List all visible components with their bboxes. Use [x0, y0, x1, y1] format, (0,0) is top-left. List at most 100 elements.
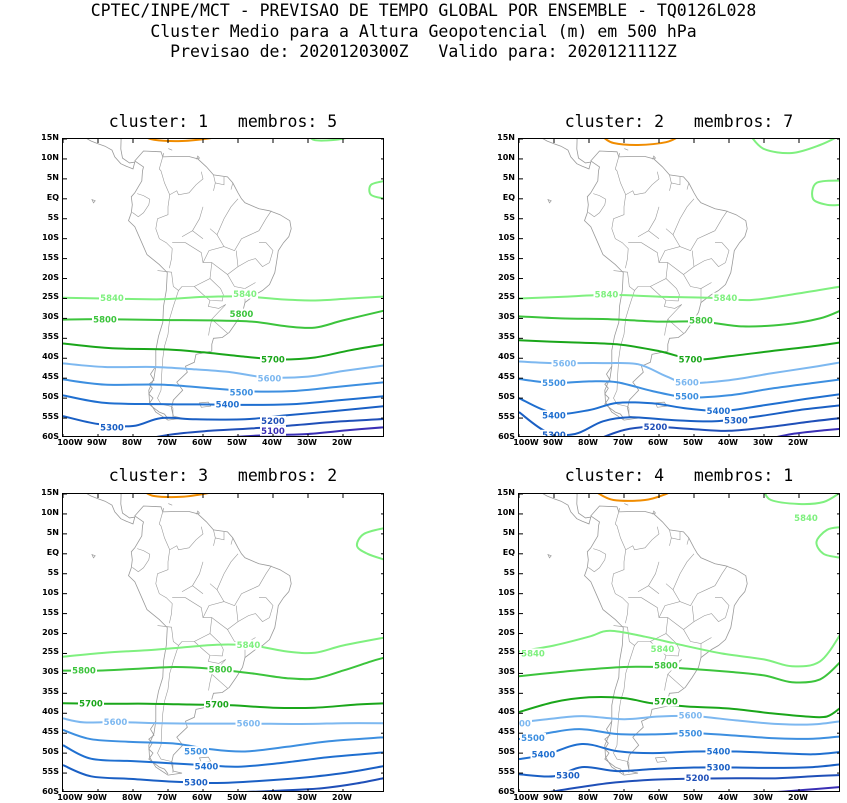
- latitude-tick-label: EQ: [502, 192, 515, 202]
- contour-label: 5840: [714, 294, 738, 304]
- central-america-coastline: [542, 139, 592, 170]
- contour-label-background: [677, 710, 704, 721]
- map-panel: 5840 5840 5800 5700 5600 5600 5500 5500 5400 5400…: [518, 138, 840, 437]
- latitude-tick-label: 10N: [41, 152, 59, 162]
- country-border: [665, 228, 681, 247]
- longitude-tick-label: 40W: [718, 438, 738, 447]
- country-border: [667, 617, 712, 644]
- contour-label: 5400: [707, 747, 731, 757]
- geopotential-map: 5840 5840 5800 5800 5700 5600 5500 5400 5300 5200…: [63, 139, 383, 436]
- country-border: [158, 507, 170, 550]
- contour-line: [146, 494, 209, 499]
- contour-label: 5300: [724, 416, 748, 426]
- contour-label-background: [653, 660, 679, 671]
- country-border: [650, 278, 680, 302]
- longitude-tick-label: 100W: [57, 793, 83, 802]
- island-coastline: [624, 148, 629, 151]
- contour-label-background: [519, 718, 532, 729]
- country-border: [209, 583, 225, 602]
- patagonia-coastline: [604, 720, 625, 775]
- latitude-tick-label: 5S: [503, 567, 515, 577]
- contour-label-background: [674, 377, 700, 388]
- contour-label: 5300: [100, 423, 124, 433]
- longitude-tick-label: 60W: [648, 793, 668, 802]
- contour-label-background: [183, 746, 209, 757]
- latitude-tick-label: 30S: [42, 667, 59, 677]
- longitude-tick-label: 30W: [297, 793, 317, 802]
- latitude-tick-label: 35S: [498, 687, 515, 697]
- latitude-tick-label: 10N: [497, 507, 515, 517]
- country-border: [158, 152, 170, 195]
- contour-label-background: [674, 391, 700, 402]
- country-border: [178, 286, 195, 291]
- contour-line: [519, 393, 839, 415]
- patagonia-coastline: [148, 365, 169, 420]
- central-america-coastline: [86, 494, 136, 525]
- latitude-tick-label: 30S: [498, 667, 515, 677]
- country-border: [235, 250, 239, 267]
- contour-label-background: [684, 772, 711, 783]
- contour-label-background: [183, 777, 209, 788]
- contour-line: [811, 179, 839, 207]
- contour-label: 5840: [100, 294, 124, 304]
- contour-label: 5700: [205, 701, 229, 711]
- country-border: [258, 565, 272, 586]
- country-border: [227, 613, 270, 630]
- country-border: [171, 406, 174, 418]
- latitude-tick-label: 60S: [498, 432, 515, 441]
- country-border: [194, 278, 224, 302]
- contour-line: [63, 636, 383, 658]
- country-border: [132, 554, 151, 573]
- latitude-tick-label: 25S: [42, 647, 59, 657]
- central-america-coastline: [542, 494, 592, 525]
- latitude-tick-label: 25S: [498, 292, 515, 302]
- contour-label: 5300: [542, 431, 566, 437]
- latitude-tick-label: 5S: [47, 567, 59, 577]
- latitude-tick-label: 60S: [42, 787, 59, 796]
- country-border: [259, 597, 274, 618]
- latitude-tick-label: 5N: [502, 172, 515, 182]
- map-panel: 5840 5800 5800 5700 5700 5600 5600 5500 5400 5300: [62, 493, 384, 792]
- country-border: [691, 250, 695, 267]
- country-border: [192, 206, 204, 231]
- contour-line: [519, 629, 839, 668]
- contour-label-background: [793, 512, 819, 523]
- contour-line: [63, 378, 383, 393]
- latitude-tick-label: 40S: [498, 352, 515, 362]
- contour-label-background: [235, 718, 262, 729]
- contour-line: [604, 139, 677, 147]
- latitude-tick-label: 5S: [503, 212, 515, 222]
- country-border: [211, 262, 256, 289]
- contour-line: [368, 180, 383, 200]
- contour-label-background: [99, 292, 125, 303]
- central-america-coastline: [86, 139, 136, 170]
- contour-label: 5600: [675, 378, 699, 388]
- country-border: [178, 641, 195, 646]
- latitude-tick-label: 20S: [498, 272, 515, 282]
- map-panel: 5840 5840 5800 5800 5700 5600 5500 5400 5300 5200…: [62, 138, 384, 437]
- contour-label: 5400: [195, 762, 219, 772]
- latitude-tick-label: 40S: [42, 352, 59, 362]
- country-border: [669, 529, 672, 546]
- contour-line: [63, 717, 383, 726]
- country-border: [194, 633, 224, 657]
- latitude-tick-label: 55S: [498, 767, 515, 777]
- latitude-tick-label: 15S: [498, 607, 515, 617]
- longitude-tick-label: 30W: [297, 438, 317, 447]
- island-coastline: [198, 756, 212, 763]
- island-coastline: [547, 553, 552, 559]
- latitude-tick-label: 10N: [497, 152, 515, 162]
- country-border: [157, 270, 179, 407]
- longitude-tick-label: 100W: [57, 438, 83, 447]
- longitude-tick-label: 80W: [122, 438, 142, 447]
- country-border: [258, 210, 272, 231]
- latitude-tick-label: 5S: [47, 212, 59, 222]
- country-border: [155, 171, 204, 269]
- country-border: [259, 242, 274, 263]
- latitude-tick-label: 10S: [42, 587, 59, 597]
- latitude-tick-label: 50S: [42, 747, 59, 757]
- longitude-tick-label: 90W: [87, 793, 107, 802]
- latitude-tick-label: 5N: [46, 172, 59, 182]
- latitude-tick-label: 60S: [42, 432, 59, 441]
- contour-label: 5500: [675, 392, 699, 402]
